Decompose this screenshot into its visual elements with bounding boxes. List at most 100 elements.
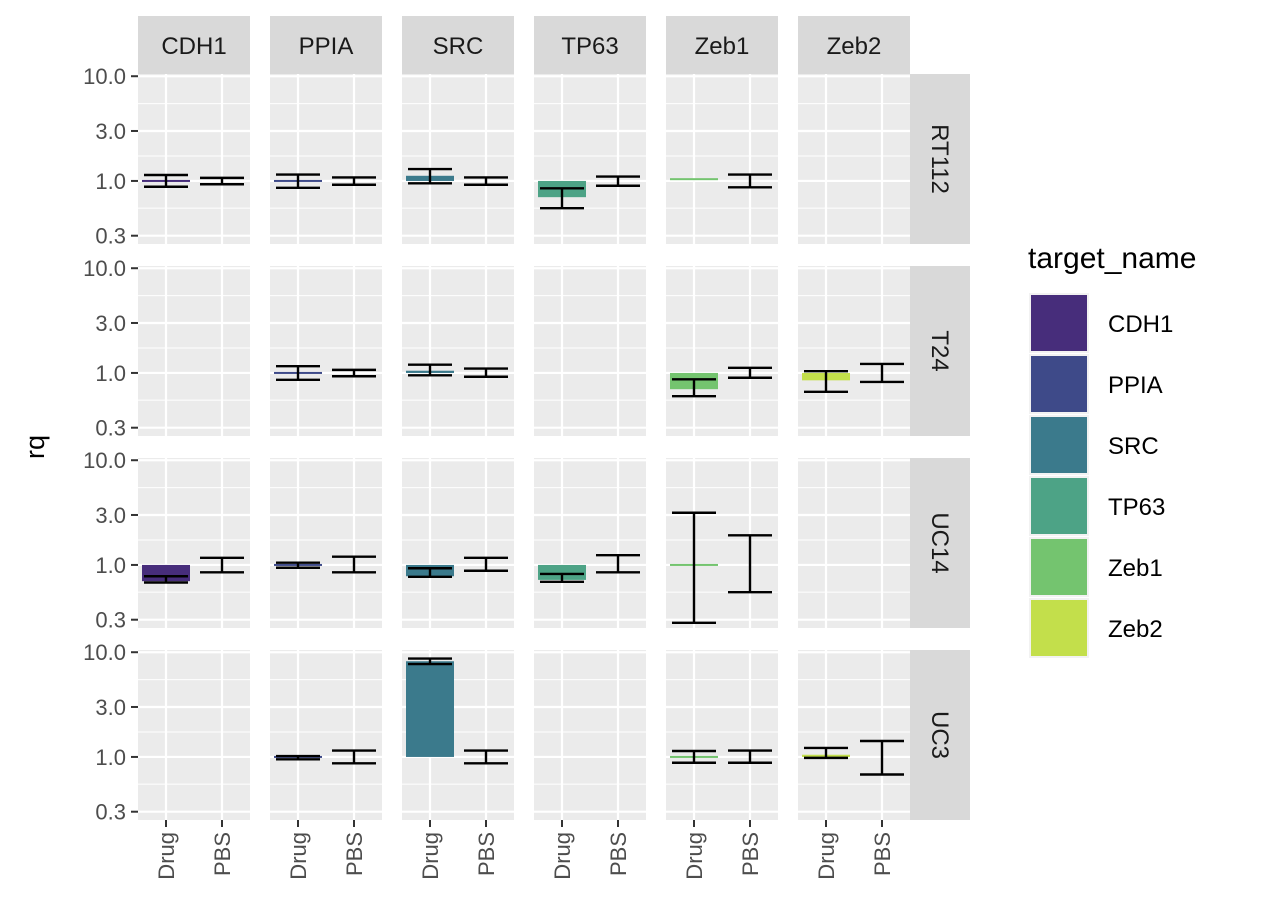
panel-UC14-Zeb1 bbox=[666, 458, 778, 628]
panel-background bbox=[534, 74, 646, 244]
strip-label-Zeb1: Zeb1 bbox=[695, 33, 750, 60]
errorbar-drug-RT112-CDH1 bbox=[144, 173, 188, 188]
strip-Zeb2 bbox=[798, 16, 910, 74]
strip-T24 bbox=[910, 266, 970, 436]
errorbar-drug-UC14-Zeb1 bbox=[672, 511, 716, 625]
panel-background bbox=[666, 458, 778, 628]
panel-UC3-Zeb1 bbox=[666, 650, 778, 820]
strip-Zeb1 bbox=[666, 16, 778, 74]
x-tick-label: PBS bbox=[210, 832, 235, 876]
strip-label-TP63: TP63 bbox=[561, 33, 618, 60]
errorbar-drug-T24-SRC bbox=[408, 363, 452, 377]
y-tick-label: 1.0 bbox=[95, 553, 126, 578]
panel-T24-TP63 bbox=[534, 266, 646, 436]
panel-background bbox=[798, 458, 910, 628]
y-tick-label: 0.3 bbox=[95, 608, 126, 633]
errorbar-pbs-UC14-PPIA bbox=[332, 555, 376, 574]
panel-T24-CDH1 bbox=[138, 266, 250, 436]
panel-UC14-PPIA bbox=[270, 458, 382, 628]
strip-label-RT112: RT112 bbox=[926, 124, 953, 194]
x-tick-label: PBS bbox=[870, 832, 895, 876]
panel-T24-Zeb2 bbox=[798, 266, 910, 436]
panel-background bbox=[138, 650, 250, 820]
strip-label-UC14: UC14 bbox=[926, 512, 953, 573]
errorbar-drug-T24-Zeb2 bbox=[804, 369, 848, 394]
errorbar-drug-UC14-SRC bbox=[408, 567, 452, 579]
strip-label-UC3: UC3 bbox=[926, 711, 953, 759]
panel-background bbox=[534, 650, 646, 820]
panel-background bbox=[798, 650, 910, 820]
errorbar-pbs-UC14-SRC bbox=[464, 556, 508, 572]
x-tick-label: PBS bbox=[606, 832, 631, 876]
y-tick-label: 1.0 bbox=[95, 745, 126, 770]
errorbar-pbs-UC3-Zeb2 bbox=[860, 739, 904, 776]
y-tick-label: 0.3 bbox=[95, 800, 126, 825]
strip-label-T24: T24 bbox=[926, 330, 953, 371]
errorbar-drug-UC14-CDH1 bbox=[144, 575, 188, 584]
marks-T24-PPIA bbox=[274, 364, 376, 382]
facet-panels: CDH1 PPIA SRC TP63 Zeb1 Zeb2 RT112 T24 UC14 UC3 bbox=[138, 16, 970, 820]
x-tick-label: Drug bbox=[154, 832, 179, 880]
y-tick-label: 10.0 bbox=[83, 64, 126, 89]
marks-UC3-Zeb2 bbox=[802, 739, 904, 776]
errorbar-pbs-RT112-PPIA bbox=[332, 176, 376, 186]
y-tick-label: 0.3 bbox=[95, 416, 126, 441]
errorbar-drug-T24-Zeb1 bbox=[672, 378, 716, 398]
errorbar-drug-RT112-SRC bbox=[408, 167, 452, 185]
x-tick-label: Drug bbox=[550, 832, 575, 880]
panel-background bbox=[666, 266, 778, 436]
marks-UC14-SRC bbox=[406, 556, 508, 579]
bar-drug-UC14-TP63 bbox=[538, 564, 586, 580]
panel-T24-Zeb1 bbox=[666, 266, 778, 436]
y-tick-label: 10.0 bbox=[83, 448, 126, 473]
panel-background bbox=[402, 266, 514, 436]
x-tick-label: Drug bbox=[682, 832, 707, 880]
panel-background bbox=[138, 458, 250, 628]
strip-SRC bbox=[402, 16, 514, 74]
x-tick-label: Drug bbox=[286, 832, 311, 880]
x-tick-label: PBS bbox=[342, 832, 367, 876]
errorbar-drug-T24-PPIA bbox=[276, 364, 320, 382]
marks-UC14-PPIA bbox=[274, 555, 376, 574]
legend-swatch-TP63 bbox=[1031, 478, 1087, 534]
errorbar-drug-UC3-Zeb2 bbox=[804, 746, 848, 760]
marks-UC14-Zeb1 bbox=[670, 511, 772, 625]
strip-TP63 bbox=[534, 16, 646, 74]
strip-PPIA bbox=[270, 16, 382, 74]
strip-CDH1 bbox=[138, 16, 250, 74]
strip-label-SRC: SRC bbox=[433, 33, 484, 60]
strip-UC3 bbox=[910, 650, 970, 820]
bar-drug-RT112-Zeb1 bbox=[670, 178, 718, 181]
panel-UC3-PPIA bbox=[270, 650, 382, 820]
panel-background bbox=[270, 266, 382, 436]
errorbar-pbs-RT112-Zeb1 bbox=[728, 173, 772, 189]
panel-background bbox=[402, 74, 514, 244]
panel-UC14-Zeb2 bbox=[798, 458, 910, 628]
legend-label-Zeb1: Zeb1 bbox=[1108, 555, 1163, 582]
strip-label-PPIA: PPIA bbox=[299, 33, 354, 60]
marks-RT112-Zeb1 bbox=[670, 173, 772, 189]
strip-label-CDH1: CDH1 bbox=[161, 33, 226, 60]
y-tick-label: 0.3 bbox=[95, 224, 126, 249]
errorbar-drug-RT112-TP63 bbox=[540, 187, 584, 210]
panel-background bbox=[666, 74, 778, 244]
legend-label-Zeb2: Zeb2 bbox=[1108, 616, 1163, 643]
panel-background bbox=[138, 266, 250, 436]
x-axis-ticks: Drug PBS Drug PBS Drug PBS Drug PBS Drug PBS Drug P… bbox=[154, 820, 895, 880]
marks-UC14-TP63 bbox=[538, 553, 640, 584]
y-tick-label: 1.0 bbox=[95, 361, 126, 386]
y-tick-label: 3.0 bbox=[95, 119, 126, 144]
panel-UC14-TP63 bbox=[534, 458, 646, 628]
y-tick-label: 3.0 bbox=[95, 503, 126, 528]
panel-background bbox=[534, 266, 646, 436]
legend-swatch-SRC bbox=[1031, 417, 1087, 473]
errorbar-pbs-T24-SRC bbox=[464, 367, 508, 378]
panel-background bbox=[798, 266, 910, 436]
strip-UC14 bbox=[910, 458, 970, 628]
legend-label-CDH1: CDH1 bbox=[1108, 311, 1173, 338]
legend-title: target_name bbox=[1028, 242, 1196, 275]
legend-swatch-CDH1 bbox=[1031, 295, 1087, 351]
marks-UC3-Zeb1 bbox=[670, 749, 772, 764]
errorbar-pbs-RT112-SRC bbox=[464, 176, 508, 186]
x-tick-label: PBS bbox=[738, 832, 763, 876]
